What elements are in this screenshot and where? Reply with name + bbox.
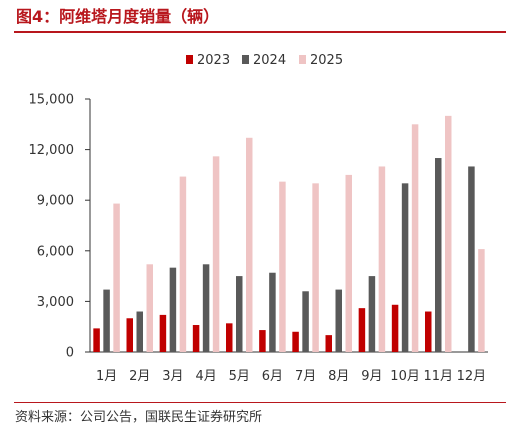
bar-2025-5 [246, 137, 253, 352]
bar-2023-3 [159, 314, 167, 352]
y-tick-label: 6,000 [37, 244, 74, 259]
bar-2023-7 [292, 331, 299, 352]
legend-label-2024: 2024 [253, 53, 286, 68]
bar-2023-1 [93, 328, 100, 352]
bar-2025-4 [212, 156, 220, 352]
y-axis: 0 3,000 6,000 9,000 12,000 15,000 [29, 93, 91, 361]
bar-2023-11 [425, 311, 432, 352]
bar-2024-8 [335, 289, 342, 352]
bar-2024-10 [401, 183, 409, 352]
bar-2025-7 [312, 183, 319, 352]
bar-2023-6 [259, 330, 266, 352]
bar-2024-7 [302, 291, 309, 352]
legend-label-2025: 2025 [310, 53, 343, 68]
x-tick-label: 1月 [96, 369, 117, 384]
bar-2023-4 [192, 325, 200, 352]
bar-2024-12 [468, 166, 475, 352]
bar-2024-5 [236, 276, 243, 352]
x-axis: 1月 2月 3月 4月 5月 6月 7月 8月 9月 10月 11月 12月 [90, 351, 488, 384]
legend-swatch-2023 [186, 55, 193, 64]
x-tick-label: 8月 [328, 369, 349, 384]
x-tick-label: 4月 [195, 369, 216, 384]
bar-2025-1 [113, 203, 120, 352]
x-tick-label: 11月 [423, 369, 453, 384]
x-tick-label: 2月 [129, 369, 150, 384]
y-tick-label: 9,000 [37, 194, 74, 209]
y-tick-label: 3,000 [37, 295, 74, 310]
bar-2025-11 [445, 115, 452, 352]
bar-2025-8 [345, 174, 352, 352]
x-tick-label: 5月 [229, 369, 250, 384]
y-tick-label: 0 [66, 346, 74, 361]
bar-2023-2 [126, 318, 133, 352]
bar-chart: 2023 2024 2025 0 3,000 6,000 9,000 12,000 15,00… [29, 53, 488, 384]
source-rule [14, 402, 506, 403]
legend-label-2023: 2023 [197, 53, 230, 68]
bar-2025-12 [478, 249, 485, 352]
x-tick-label: 9月 [361, 369, 382, 384]
chart-legend: 2023 2024 2025 [186, 53, 343, 68]
x-tick-label: 3月 [162, 369, 183, 384]
bar-2024-11 [435, 158, 442, 352]
y-tick-label: 12,000 [29, 143, 75, 158]
bar-2024-9 [368, 276, 376, 352]
bars [93, 115, 485, 352]
x-tick-label: 6月 [262, 369, 283, 384]
bar-2023-8 [325, 335, 332, 352]
figure-title: 图4：阿维塔月度销量（辆） [16, 7, 220, 26]
x-tick-label: 12月 [457, 369, 487, 384]
bar-2024-4 [202, 264, 210, 352]
bar-2023-9 [358, 308, 366, 352]
bar-2025-2 [146, 264, 153, 352]
legend-swatch-2024 [242, 55, 249, 64]
bar-2024-6 [269, 272, 276, 352]
bar-2024-3 [169, 267, 177, 352]
bar-2025-6 [279, 181, 286, 352]
title-rule [14, 31, 506, 33]
bar-2023-5 [226, 323, 233, 352]
x-tick-label: 7月 [295, 369, 316, 384]
bar-2025-10 [411, 124, 419, 352]
x-tick-label: 10月 [390, 369, 420, 384]
bar-2024-1 [103, 289, 110, 352]
bar-2023-10 [391, 304, 399, 352]
legend-swatch-2025 [299, 55, 306, 64]
bar-2024-2 [136, 311, 143, 352]
y-tick-label: 15,000 [29, 93, 75, 108]
bar-2025-3 [179, 176, 187, 352]
source-note: 资料来源：公司公告，国联民生证券研究所 [15, 410, 263, 425]
bar-2025-9 [378, 166, 386, 352]
